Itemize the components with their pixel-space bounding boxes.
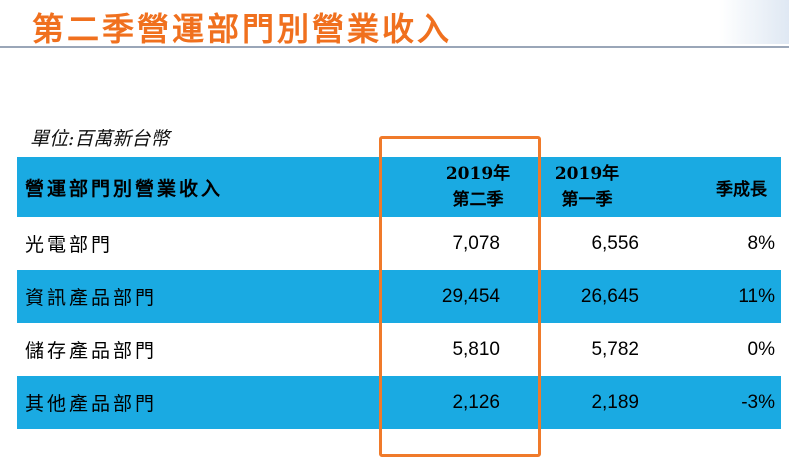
q1-value: 5,782 — [591, 338, 639, 360]
header-2019-q1: 2019年 第一季 — [537, 157, 637, 217]
segment-name: 光電部門 — [25, 234, 114, 256]
segment-name: 資訊產品部門 — [25, 287, 158, 309]
revenue-table: 營運部門別營業收入 2019年 第二季 2019年 第一季 季成長 光電部門 7… — [17, 157, 781, 429]
header-2019-q1-year: 2019年 — [554, 164, 620, 184]
growth-value: 8% — [747, 232, 775, 254]
title-fade-decoration — [719, 0, 789, 44]
table-row: 其他產品部門 2,126 2,189 -3% — [17, 376, 781, 429]
q1-value: 26,645 — [580, 285, 639, 307]
table-row: 資訊產品部門 29,454 26,645 11% — [17, 270, 781, 323]
header-2019-q2-year: 2019年 — [445, 164, 511, 184]
unit-label: 單位:百萬新台幣 — [30, 128, 170, 150]
q2-value: 2,126 — [452, 391, 500, 413]
header-2019-q1-quarter: 第一季 — [561, 190, 613, 210]
growth-value: 11% — [738, 285, 775, 307]
header-2019-q2: 2019年 第二季 — [397, 157, 559, 217]
segment-name: 儲存產品部門 — [25, 340, 158, 362]
q2-column-highlight-box — [379, 136, 541, 457]
table-row: 儲存產品部門 5,810 5,782 0% — [17, 323, 781, 376]
table-header-row: 營運部門別營業收入 2019年 第二季 2019年 第一季 季成長 — [17, 157, 781, 217]
q1-value: 2,189 — [591, 391, 639, 413]
header-2019-q2-quarter: 第二季 — [452, 190, 504, 210]
q2-value: 7,078 — [452, 232, 500, 254]
q2-value: 29,454 — [441, 285, 500, 307]
growth-value: 0% — [747, 338, 775, 360]
title-underline — [0, 46, 789, 48]
segment-name: 其他產品部門 — [25, 393, 158, 415]
header-qoq-growth: 季成長 — [716, 179, 767, 200]
page-title: 第二季營運部門別營業收入 — [32, 10, 453, 48]
table-row: 光電部門 7,078 6,556 8% — [17, 217, 781, 270]
q2-value: 5,810 — [452, 338, 500, 360]
header-segment: 營運部門別營業收入 — [25, 177, 224, 200]
q1-value: 6,556 — [591, 232, 639, 254]
growth-value: -3% — [741, 391, 775, 413]
